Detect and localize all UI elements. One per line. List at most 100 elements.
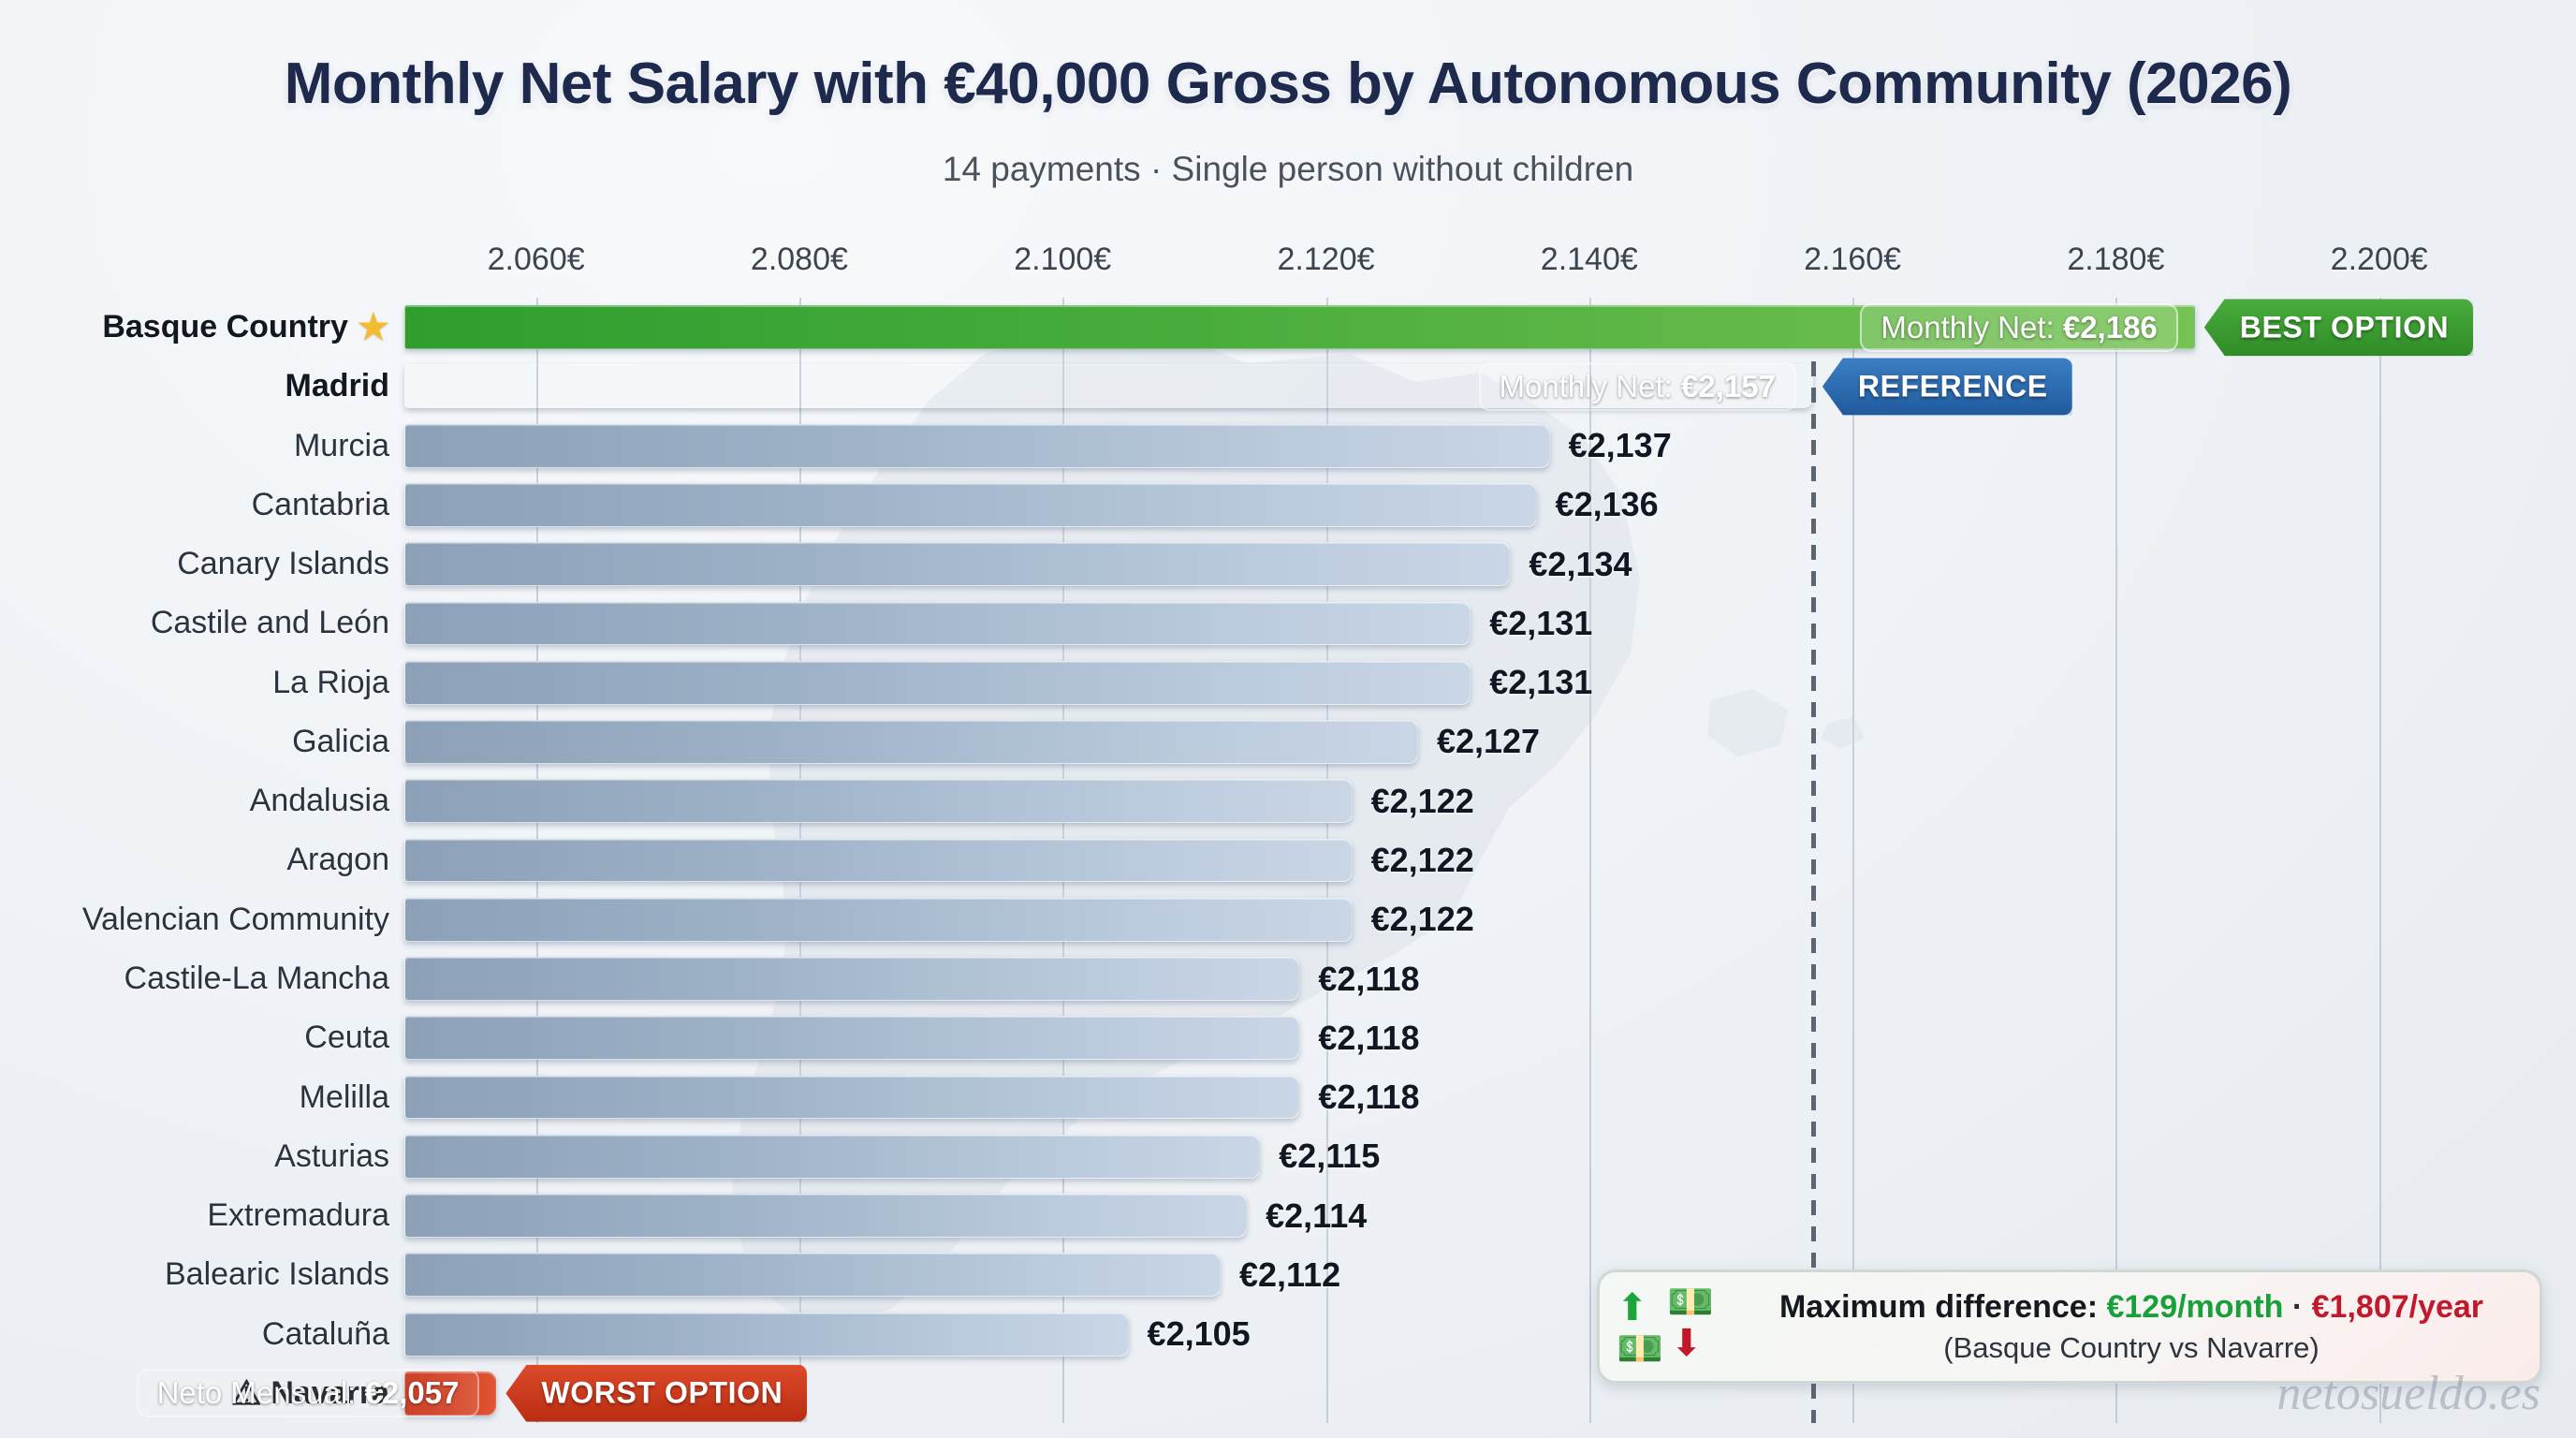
x-tick-label: 2.060€ [487, 242, 585, 277]
row-label-basque-country[interactable]: Basque Country ★ [102, 305, 389, 349]
bar-row[interactable]: €2,131 [404, 660, 2445, 705]
status-badge-reference[interactable]: REFERENCE [1822, 358, 2072, 416]
infobox-icon-group: ⬆ 💵 ⬇ 💵 [1600, 1272, 1740, 1381]
bar-row[interactable]: Monthly Net: €2,157 REFERENCE [404, 358, 2445, 416]
inline-value-pill: Neto Mensual: €2,057 [136, 1369, 480, 1418]
bar-row[interactable]: €2,131 [404, 601, 2445, 646]
row-label-text: Ceuta [304, 1020, 389, 1056]
gridline [1852, 298, 1855, 1423]
bar-row[interactable]: €2,118 [404, 1016, 2445, 1061]
bar-castile-la-mancha[interactable] [404, 957, 1300, 1001]
row-label-text: Murcia [293, 427, 389, 463]
bar-cantabria[interactable] [404, 483, 1537, 527]
inline-pill-value: €2,186 [2062, 309, 2158, 345]
bar-row[interactable]: €2,112 [404, 1253, 2445, 1298]
x-tick-label: 2.160€ [1804, 242, 1902, 277]
gridline [2378, 298, 2381, 1423]
infobox-comparison: (Basque Country vs Navarre) [1943, 1330, 2320, 1364]
row-label-text: Melilla [299, 1078, 389, 1115]
row-label-text: Balearic Islands [164, 1256, 389, 1293]
bar-basque-country[interactable] [404, 305, 2195, 350]
x-tick-label: 2.140€ [1540, 242, 1638, 277]
status-badge-best[interactable]: BEST OPTION [2203, 299, 2474, 357]
row-label-canary-islands[interactable]: Canary Islands [177, 542, 389, 586]
bar-row[interactable]: €2,122 [404, 779, 2445, 824]
bar-row[interactable]: €2,105 [404, 1312, 2445, 1357]
bar-la-rioja[interactable] [404, 660, 1471, 705]
bar-value-label: €2,118 [1318, 959, 1420, 998]
gridline [1588, 298, 1591, 1423]
bar-canary-islands[interactable] [404, 542, 1511, 587]
bar-row[interactable]: €2,134 [404, 542, 2445, 587]
bar-value-label: €2,136 [1555, 485, 1659, 524]
row-label-andalusia[interactable]: Andalusia [250, 779, 389, 823]
bar-row[interactable]: Neto Mensual: €2,057 WORST OPTION [136, 1364, 2445, 1422]
row-label-la-rioja[interactable]: La Rioja [272, 661, 389, 705]
row-label-text: Basque Country [102, 309, 348, 345]
row-label-catalu-a[interactable]: Cataluña [262, 1313, 389, 1357]
bar-balearic-islands[interactable] [404, 1253, 1221, 1298]
bar-row[interactable]: €2,118 [404, 957, 2445, 1001]
bar-row[interactable]: €2,118 [404, 1075, 2445, 1120]
row-label-cantabria[interactable]: Cantabria [252, 483, 389, 527]
reference-value-line [1810, 361, 1816, 1423]
row-label-text: Canary Islands [177, 546, 389, 582]
max-difference-infobox: ⬆ 💵 ⬇ 💵 Maximum difference: €129/month ·… [1597, 1269, 2542, 1384]
bar-castile-and-le-n[interactable] [404, 601, 1471, 646]
bar-value-label: €2,122 [1370, 781, 1474, 820]
row-label-madrid[interactable]: Madrid [285, 364, 389, 408]
bar-value-label: €2,137 [1568, 426, 1672, 465]
bar-value-label: €2,112 [1239, 1255, 1341, 1294]
infobox-per-year: €1,807/year [2311, 1288, 2484, 1325]
bar-extremadura[interactable] [404, 1194, 1248, 1238]
row-label-murcia[interactable]: Murcia [294, 424, 389, 468]
row-label-text: Cantabria [251, 486, 389, 522]
status-badge-worst[interactable]: WORST OPTION [505, 1364, 808, 1422]
row-label-balearic-islands[interactable]: Balearic Islands [165, 1253, 389, 1297]
bar-row[interactable]: €2,115 [404, 1134, 2445, 1179]
row-label-aragon[interactable]: Aragon [286, 839, 389, 883]
x-tick-label: 2.200€ [2330, 242, 2428, 277]
bar-catalu-a[interactable] [404, 1312, 1129, 1357]
bar-melilla[interactable] [404, 1075, 1300, 1120]
bar-aragon[interactable] [404, 838, 1353, 883]
bar-row[interactable]: €2,136 [404, 483, 2445, 527]
bar-row[interactable]: €2,127 [404, 720, 2445, 764]
row-label-castile-and-le-n[interactable]: Castile and León [151, 602, 389, 646]
bar-galicia[interactable] [404, 720, 1418, 764]
bar-row[interactable]: Monthly Net: €2,186 BEST OPTION [404, 299, 2474, 357]
bar-value-label: €2,118 [1318, 1078, 1420, 1117]
row-label-melilla[interactable]: Melilla [300, 1076, 389, 1120]
infobox-headline: Maximum difference: €129/month · €1,807/… [1740, 1289, 2523, 1326]
inline-value-pill: Monthly Net: €2,157 [1478, 361, 1796, 411]
row-label-valencian-community[interactable]: Valencian Community [82, 898, 389, 942]
bar-row[interactable]: €2,137 [404, 423, 2445, 468]
x-tick-label: 2.180€ [2067, 242, 2165, 277]
bar-ceuta[interactable] [404, 1016, 1300, 1061]
infobox-text: Maximum difference: €129/month · €1,807/… [1740, 1289, 2539, 1365]
bar-row[interactable]: €2,114 [404, 1194, 2445, 1238]
bar-value-label: €2,114 [1266, 1196, 1368, 1235]
row-label-text: Extremadura [207, 1197, 389, 1234]
money-icon-bottom: 💵 [1617, 1328, 1663, 1370]
row-label-text: Castile-La Mancha [124, 961, 389, 997]
arrow-down-icon: ⬇ [1671, 1323, 1703, 1364]
bar-valencian-community[interactable] [404, 897, 1353, 942]
row-label-ceuta[interactable]: Ceuta [304, 1016, 389, 1060]
chart-subtitle: 14 payments · Single person without chil… [942, 150, 1634, 188]
bar-navarra[interactable] [404, 1371, 497, 1416]
bar-andalusia[interactable] [404, 779, 1353, 824]
bar-asturias[interactable] [404, 1134, 1261, 1179]
row-label-castile-la-mancha[interactable]: Castile-La Mancha [124, 957, 389, 1001]
row-label-asturias[interactable]: Asturias [274, 1135, 389, 1179]
bar-murcia[interactable] [404, 423, 1550, 468]
row-label-text: La Rioja [272, 664, 389, 700]
bar-row[interactable]: €2,122 [404, 897, 2445, 942]
row-label-text: Galicia [292, 723, 389, 759]
row-label-text: Castile and León [150, 605, 389, 641]
row-label-galicia[interactable]: Galicia [292, 720, 389, 764]
row-label-navarra[interactable]: ⚠ Navarra [231, 1372, 389, 1416]
bar-row[interactable]: €2,122 [404, 838, 2445, 883]
row-label-extremadura[interactable]: Extremadura [207, 1194, 389, 1238]
